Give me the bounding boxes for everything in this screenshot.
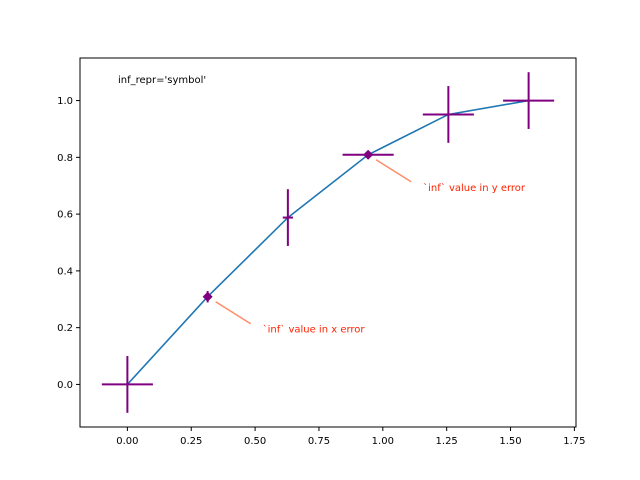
y-tick-label: 0.8 xyxy=(57,153,73,164)
y-tick-label: 0.0 xyxy=(57,380,73,391)
y-tick-label: 0.4 xyxy=(57,266,73,277)
x-axis: 0.00 0.25 0.50 0.75 1.00 1.25 1.50 1.75 xyxy=(116,427,586,447)
y-tick-label: 1.0 xyxy=(57,96,73,107)
corner-text: inf_repr='symbol' xyxy=(118,75,206,86)
y-axis: 0.0 0.2 0.4 0.6 0.8 1.0 xyxy=(57,96,80,391)
series-line xyxy=(126,99,529,385)
x-tick-label: 1.00 xyxy=(372,436,394,447)
annotations: `inf` value in x error `inf` value in y e… xyxy=(215,159,526,336)
x-tick-label: 0.25 xyxy=(180,436,202,447)
y-tick-label: 0.6 xyxy=(57,210,73,221)
x-tick-label: 0.75 xyxy=(308,436,330,447)
x-tick-label: 0.50 xyxy=(244,436,266,447)
plot-layer xyxy=(101,72,555,413)
x-tick-label: 0.00 xyxy=(116,436,138,447)
annotation-label: `inf` value in x error xyxy=(263,324,366,336)
annotation-arrow xyxy=(215,301,252,325)
x-tick-label: 1.25 xyxy=(436,436,458,447)
x-tick-label: 1.50 xyxy=(499,436,521,447)
inf-y-error-marker xyxy=(363,149,374,160)
x-tick-label: 1.75 xyxy=(563,436,585,447)
annotation-arrow xyxy=(375,159,412,183)
annotation-label: `inf` value in y error xyxy=(423,182,526,194)
axes-frame xyxy=(79,57,577,428)
y-tick-label: 0.2 xyxy=(57,323,73,334)
